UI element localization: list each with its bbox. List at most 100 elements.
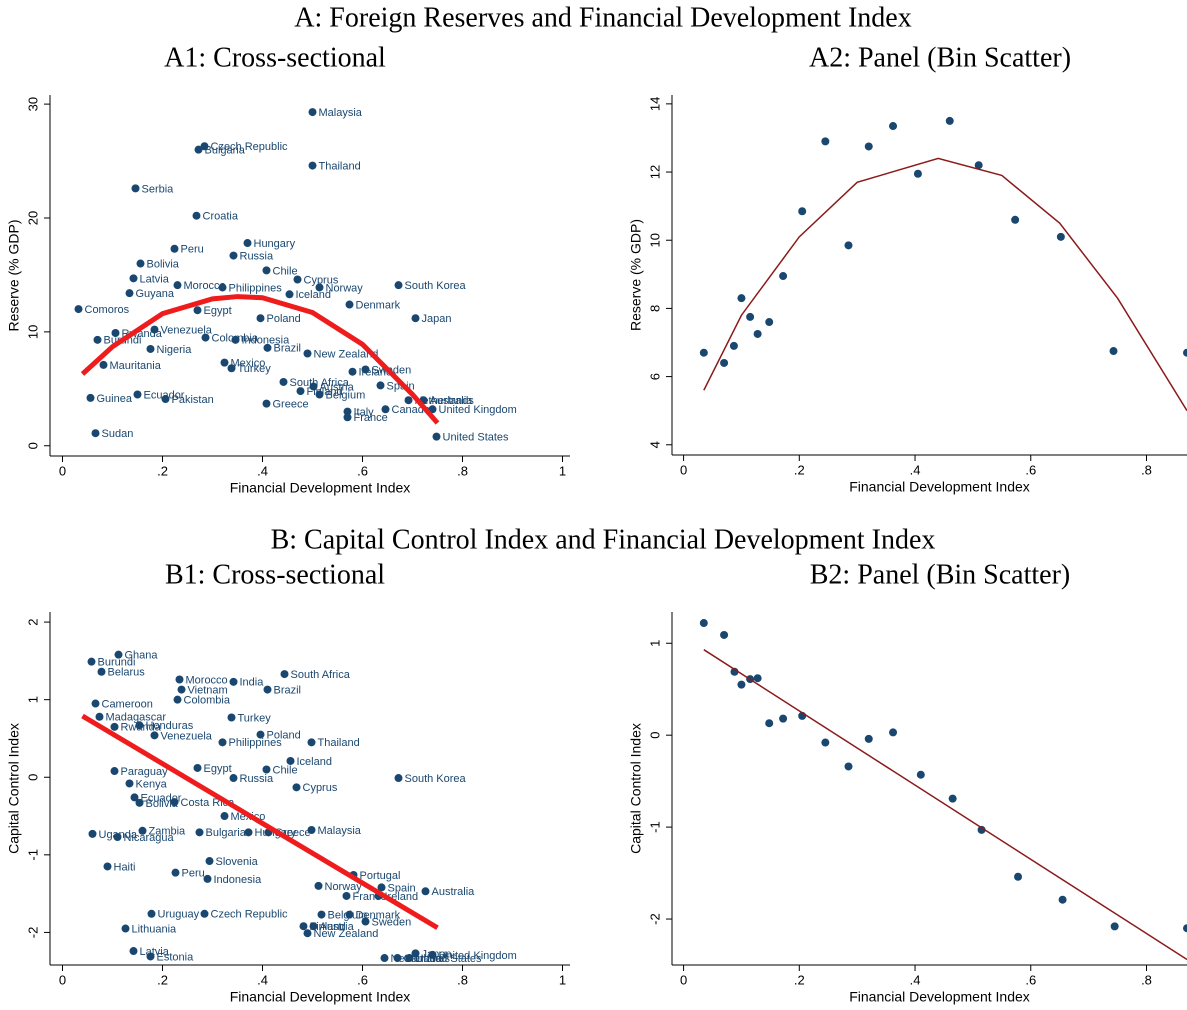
- point: [844, 241, 853, 250]
- point-label: Sudan: [102, 428, 134, 440]
- point-label: Australia: [432, 886, 476, 898]
- x-tick-label: .2: [157, 463, 168, 478]
- point: [195, 828, 204, 837]
- point-label: South Korea: [405, 280, 467, 292]
- x-tick-label: 0: [59, 463, 66, 478]
- x-tick-label: .2: [157, 972, 168, 987]
- panel-title: A: Foreign Reserves and Financial Develo…: [294, 2, 911, 33]
- point-label: Croatia: [203, 211, 239, 223]
- point-label: Netherlands: [415, 395, 475, 407]
- y-tick-label: 6: [647, 373, 662, 380]
- point: [1183, 348, 1187, 357]
- point: [171, 868, 180, 877]
- point-label: Iceland: [296, 289, 331, 301]
- point-label: Burundi: [98, 657, 136, 669]
- x-tick-label: .4: [910, 972, 921, 987]
- point-label: Ireland: [359, 367, 393, 379]
- point: [135, 798, 144, 807]
- x-axis-label: Financial Development Index: [849, 989, 1030, 1005]
- point-label: Netherlands: [391, 953, 451, 965]
- point: [227, 713, 236, 722]
- point: [95, 712, 104, 721]
- point: [161, 395, 170, 404]
- y-tick-label: 12: [647, 165, 662, 179]
- point-label: New Zealand: [314, 348, 379, 360]
- point: [110, 722, 119, 731]
- point: [977, 825, 986, 834]
- point: [765, 719, 774, 728]
- point-label: Haiti: [114, 861, 136, 873]
- point: [394, 281, 403, 290]
- point: [170, 798, 179, 807]
- y-tick-label: -2: [25, 927, 40, 939]
- point: [193, 306, 202, 315]
- point: [1056, 232, 1065, 241]
- point: [86, 393, 95, 402]
- point-label: Bolivia: [147, 258, 180, 270]
- point: [303, 349, 312, 358]
- point-label: Sweden: [372, 916, 412, 928]
- point: [150, 731, 159, 740]
- point-label: Portugal: [360, 870, 401, 882]
- point-label: Mexico: [231, 358, 266, 370]
- point: [821, 738, 830, 747]
- point: [88, 829, 97, 838]
- point-label: Japan: [422, 948, 452, 960]
- fit-line: [81, 713, 439, 930]
- point-label: Iceland: [297, 756, 332, 768]
- point-label: United States: [443, 432, 510, 444]
- y-axis-label: Capital Control Index: [628, 723, 644, 854]
- point-label: Italy: [354, 406, 375, 418]
- y-axis-label: Reserve (% GDP): [628, 219, 644, 331]
- point: [720, 630, 729, 639]
- point-label: Thailand: [318, 737, 360, 749]
- point-label: Latvia: [140, 273, 170, 285]
- point: [1183, 924, 1187, 933]
- x-tick-label: 0: [59, 972, 66, 987]
- point-label: Nicaragua: [124, 832, 175, 844]
- point: [74, 305, 83, 314]
- point-label: Lithuania: [132, 923, 178, 935]
- x-axis-label: Financial Development Index: [230, 480, 411, 496]
- point: [381, 405, 390, 414]
- point: [380, 954, 389, 963]
- point-label: Austria: [320, 381, 355, 393]
- point: [343, 407, 352, 416]
- point: [125, 289, 134, 298]
- point: [280, 670, 289, 679]
- point: [309, 922, 318, 931]
- x-axis-label: Financial Development Index: [849, 479, 1030, 495]
- point: [192, 211, 201, 220]
- point-label: Norway: [325, 881, 363, 893]
- point: [393, 954, 402, 963]
- chart-title: B1: Cross-sectional: [165, 559, 385, 590]
- point: [945, 116, 954, 125]
- point: [948, 794, 957, 803]
- point: [131, 184, 140, 193]
- point: [231, 335, 240, 344]
- point: [342, 891, 351, 900]
- point: [308, 108, 317, 117]
- point: [227, 364, 236, 373]
- y-tick-label: 0: [25, 774, 40, 781]
- point-label: Zambia: [149, 826, 187, 838]
- point: [286, 756, 295, 765]
- point-label: India: [240, 677, 265, 689]
- x-tick-label: .4: [910, 462, 921, 477]
- point: [244, 828, 253, 837]
- point-label: Nigeria: [157, 344, 193, 356]
- point: [737, 294, 746, 303]
- point: [361, 917, 370, 926]
- point: [411, 314, 420, 323]
- point: [135, 721, 144, 730]
- point-label: Peru: [181, 244, 204, 256]
- point: [111, 329, 120, 338]
- point: [1110, 922, 1119, 931]
- point: [220, 358, 229, 367]
- point: [844, 762, 853, 771]
- point-label: Finland: [307, 386, 343, 398]
- point: [87, 657, 96, 666]
- point: [821, 137, 830, 146]
- point: [256, 314, 265, 323]
- point: [345, 910, 354, 919]
